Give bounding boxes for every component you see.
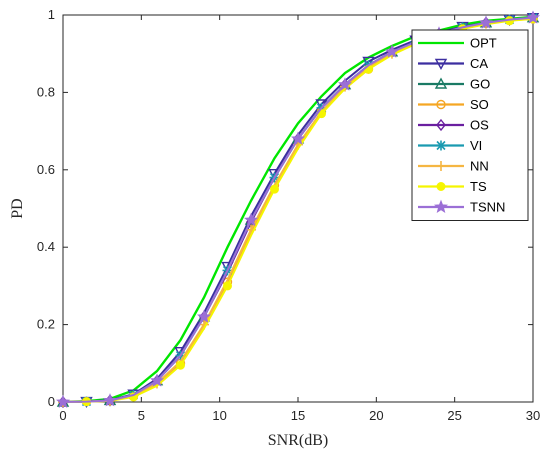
legend: OPT CA GO SO OS VI NN TS TSNN [411, 29, 529, 221]
data-point [149, 373, 165, 387]
legend-label: VI [470, 138, 482, 153]
x-tick-label: 0 [59, 408, 66, 423]
data-point [478, 15, 494, 29]
x-tick-label: 30 [526, 408, 540, 423]
legend-item-tsnn: TSNN [418, 200, 505, 215]
data-point [176, 360, 185, 370]
x-tick-label: 20 [369, 408, 383, 423]
legend-label: OS [470, 118, 489, 133]
x-axis-label: SNR(dB) [268, 432, 328, 449]
y-axis-label: PD [9, 198, 26, 218]
data-point [102, 393, 118, 407]
data-point [384, 44, 400, 58]
data-point [337, 77, 353, 91]
x-tick-label: 5 [138, 408, 145, 423]
legend-marker [436, 99, 446, 110]
data-point [243, 212, 259, 227]
legend-marker [436, 182, 446, 191]
data-point [196, 309, 212, 323]
x-tick-label: 25 [447, 408, 461, 423]
legend-label: TS [470, 179, 487, 194]
legend-item-vi: VI [418, 138, 482, 153]
marker-stroke [436, 140, 446, 151]
legend-item-ts: TS [418, 179, 487, 194]
data-point [55, 394, 71, 408]
legend-marker [436, 140, 446, 151]
x-tick-label: 15 [291, 408, 305, 423]
y-tick-label: 0.2 [37, 317, 55, 332]
legend-item-opt: OPT [418, 36, 497, 51]
legend-label: NN [470, 159, 489, 174]
y-tick-label: 0.4 [37, 239, 55, 254]
legend-label: OPT [470, 36, 497, 51]
legend-marker [436, 161, 446, 171]
legend-item-go: GO [418, 77, 490, 92]
legend-marker [434, 77, 448, 89]
legend-item-nn: NN [418, 159, 489, 174]
legend-item-so: SO [418, 97, 489, 112]
legend-marker [434, 58, 448, 70]
legend-item-ca: CA [418, 56, 488, 71]
legend-item-os: OS [418, 118, 489, 133]
data-point [525, 10, 541, 24]
y-tick-label: 0.8 [37, 84, 55, 99]
legend-label: TSNN [470, 200, 505, 215]
x-tick-label: 10 [212, 408, 226, 423]
legend-marker [436, 118, 446, 132]
legend-label: CA [470, 56, 488, 71]
legend-label: GO [470, 77, 490, 92]
data-point [270, 184, 279, 194]
series-opt [62, 15, 534, 404]
legend-marker [433, 199, 449, 213]
data-point [223, 281, 232, 291]
legend-label: SO [470, 97, 489, 112]
y-tick-label: 0.6 [37, 162, 55, 177]
series-line-opt [62, 15, 534, 404]
data-point [290, 131, 306, 145]
y-tick-label: 1 [48, 7, 55, 22]
axis-ticks: 0 5 10 15 20 25 30 0 0.2 0.4 0.6 0.8 1 [37, 7, 540, 423]
y-tick-label: 0 [48, 394, 55, 409]
